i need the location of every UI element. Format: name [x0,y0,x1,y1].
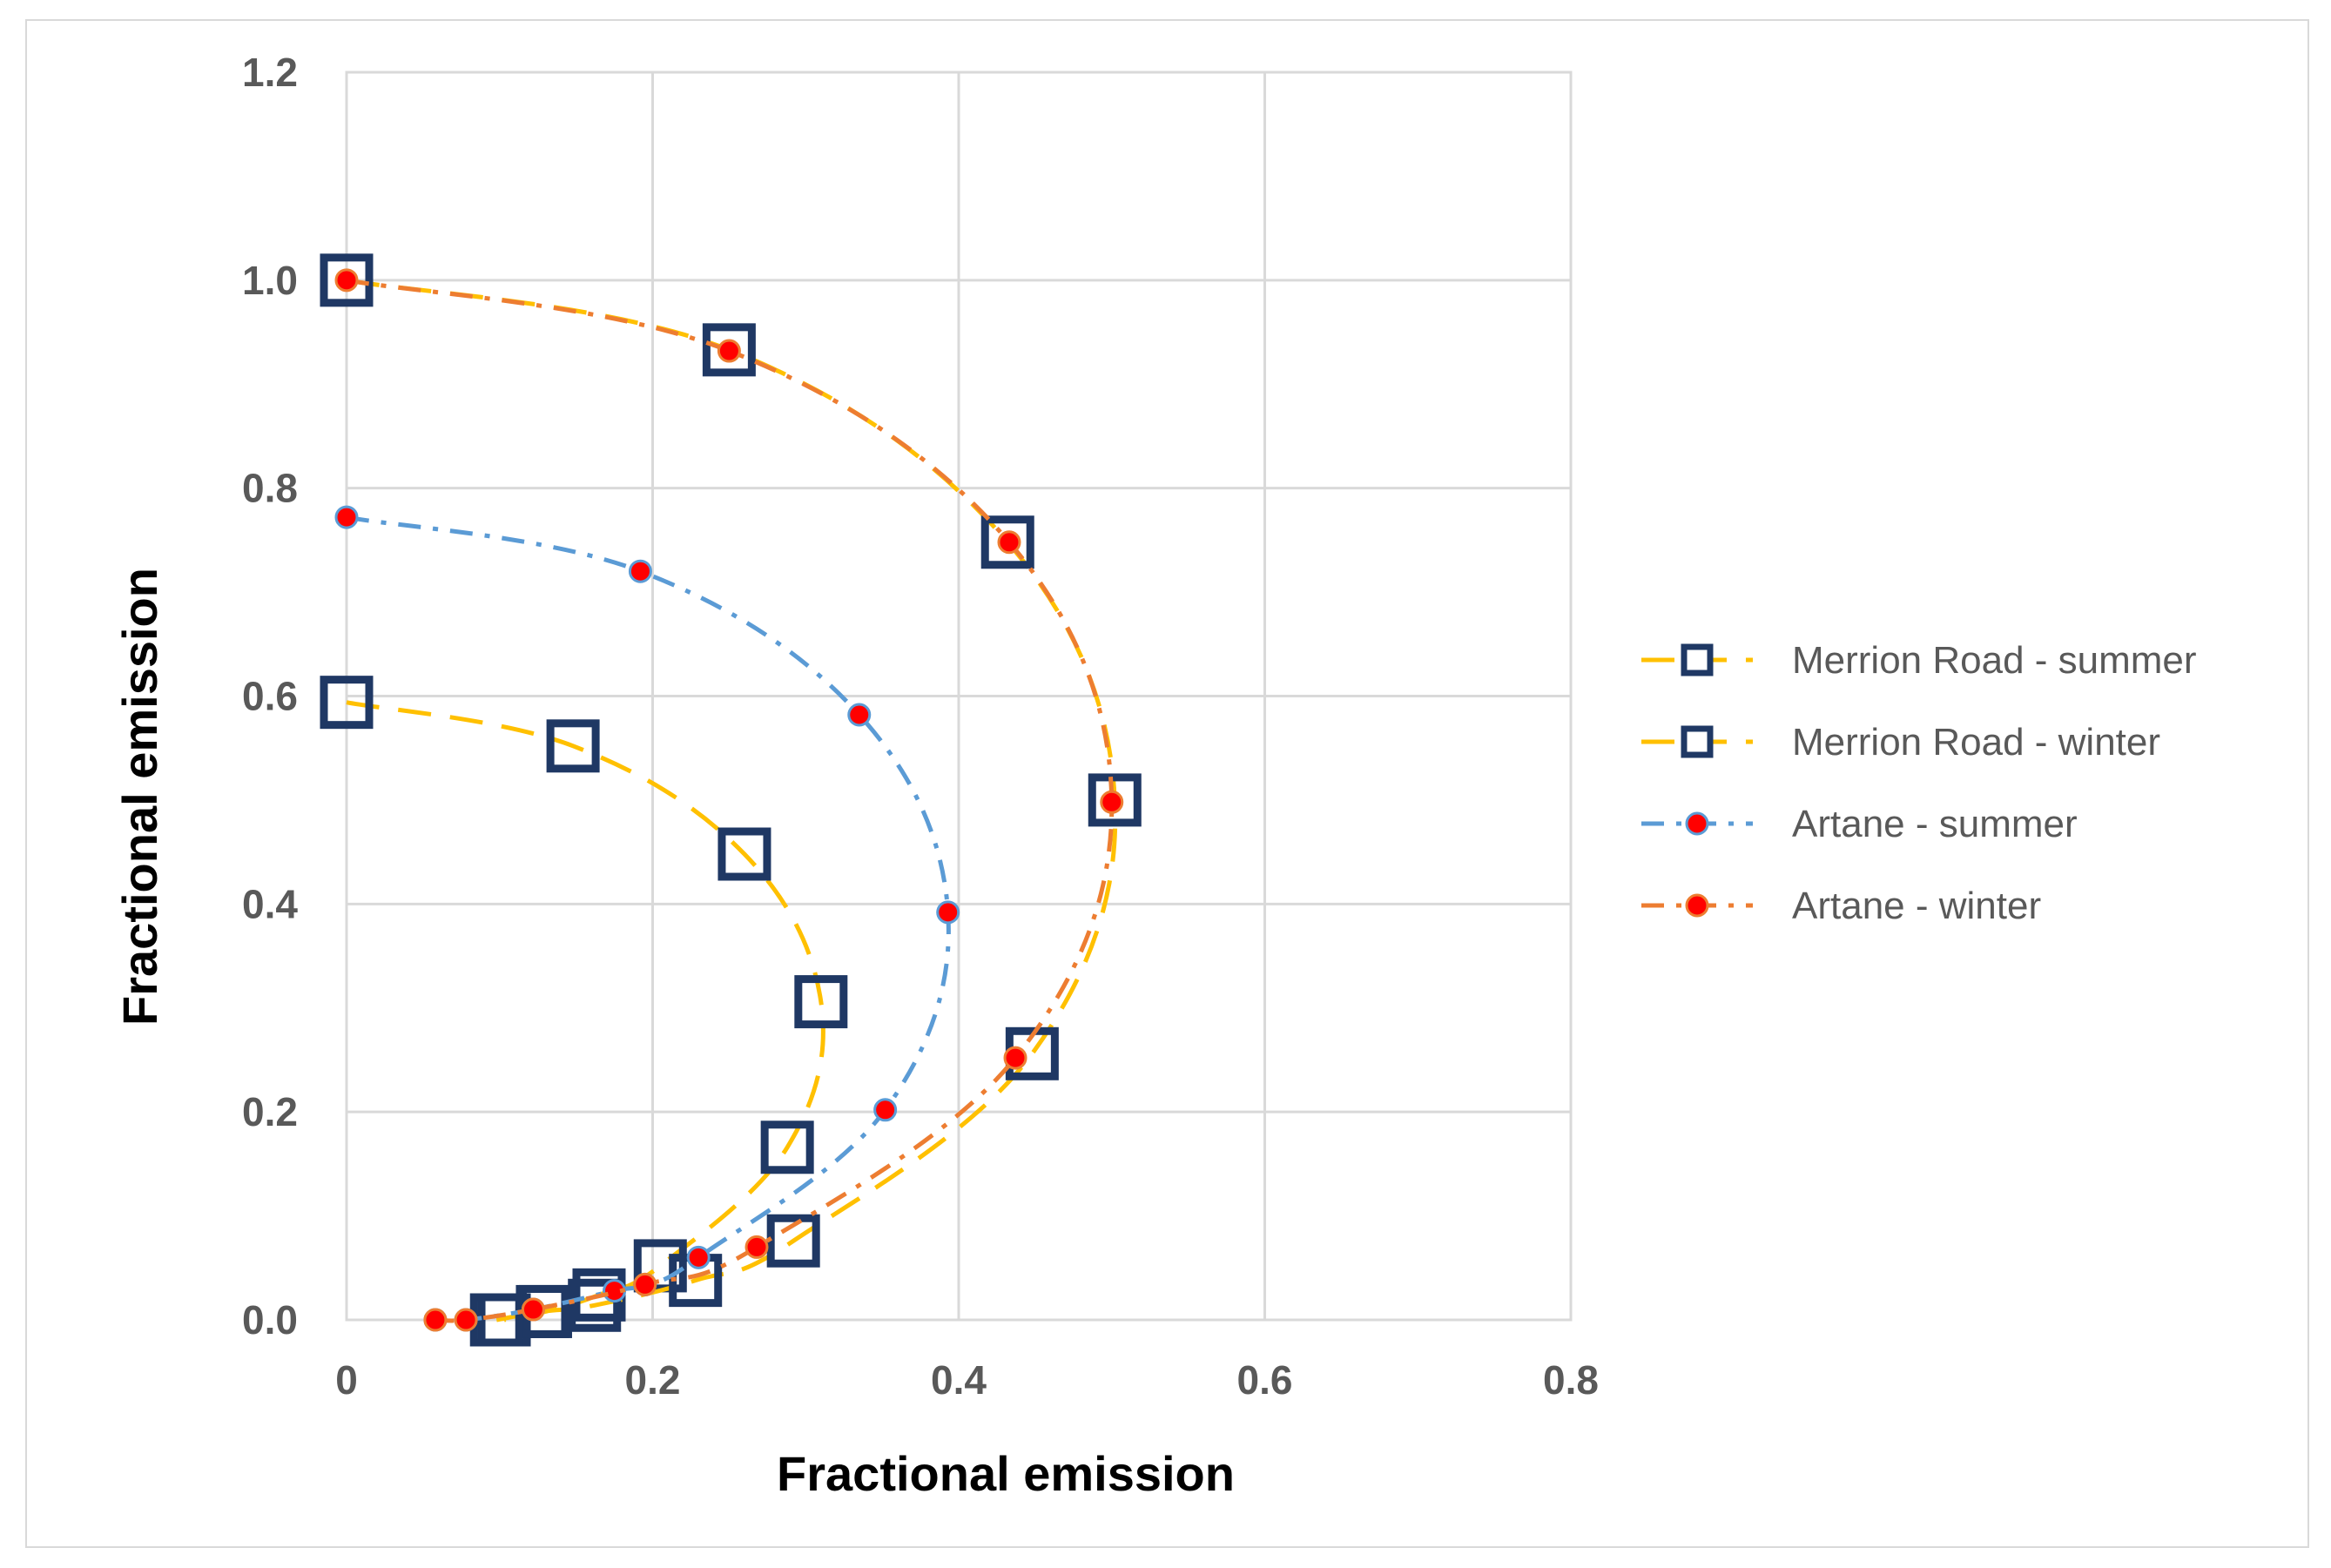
x-tick-label: 0.2 [625,1357,681,1403]
data-point-square [980,515,1034,569]
series-merrion-road-winter [320,253,1142,1347]
x-tick-label: 0.8 [1543,1357,1599,1403]
data-point-circle [628,559,652,583]
data-point-circle [873,1098,898,1122]
series-artane-summer [334,505,960,1332]
legend: Merrion Road - summer Merrion Road - wint… [1641,639,2197,927]
legend-marker-square [1681,643,1714,676]
data-point-square [320,676,374,730]
data-point-circle [997,530,1021,555]
data-point-square [794,975,848,1029]
data-point-circle [521,1297,545,1322]
data-point-square [568,1278,622,1332]
data-point-circle [1003,1046,1027,1070]
data-point-square [320,253,374,307]
legend-item: Merrion Road - summer [1641,639,2197,682]
y-tick-label: 1.2 [242,50,298,95]
data-point-circle [334,268,359,293]
y-tick-label: 1.0 [242,258,298,303]
gridlines [345,71,1573,1322]
data-point-square [760,1120,814,1174]
x-tick-label: 0.4 [931,1357,987,1403]
data-point-circle [847,703,872,727]
legend-label: Merrion Road - winter [1792,721,2160,764]
data-point-circle [454,1308,478,1332]
data-point-circle [334,505,359,529]
y-tick-label: 0.4 [242,881,298,926]
plot-area-border [345,71,1573,1322]
data-point-square [546,719,600,773]
data-point-circle [1100,790,1124,814]
data-point-circle [936,900,960,925]
data-point-square [702,323,756,377]
y-tick-label: 0.2 [242,1089,298,1134]
legend-label: Artane - winter [1792,885,2041,927]
data-point-circle [744,1235,769,1259]
y-axis-ticks: 0.0 0.2 0.4 0.6 0.8 1.0 1.2 [242,50,298,1343]
plot-area [345,71,1573,1322]
x-axis-title: Fractional emission [777,1446,1235,1501]
data-point-square [717,827,771,881]
legend-marker-square [1681,725,1714,758]
legend-label: Merrion Road - summer [1792,639,2197,682]
series-layer [320,253,1142,1347]
series-line [346,515,951,1323]
data-point-circle [423,1308,448,1332]
series-line [346,278,1118,1322]
x-axis-ticks: 0 0.2 0.4 0.6 0.8 [335,1357,1599,1403]
legend-label: Artane - summer [1792,803,2078,845]
y-axis-title: Fractional emission [112,568,167,1026]
y-tick-label: 0.8 [242,466,298,511]
data-point-square [1088,773,1142,827]
x-tick-label: 0 [335,1357,358,1403]
y-tick-label: 0.0 [242,1297,298,1343]
legend-item: Merrion Road - winter [1641,721,2160,764]
data-point-circle [686,1245,711,1269]
legend-marker-circle [1685,811,1709,836]
y-tick-label: 0.6 [242,674,298,719]
legend-item: Artane - winter [1641,885,2041,927]
legend-item: Artane - summer [1641,803,2078,845]
data-point-circle [633,1272,657,1296]
data-point-circle [717,339,741,363]
chart-frame [25,19,2309,1548]
x-tick-label: 0.6 [1237,1357,1293,1403]
series-line [346,700,825,1322]
series-artane-winter [334,268,1124,1332]
legend-marker-circle [1685,893,1709,918]
series-line [346,278,1115,1323]
